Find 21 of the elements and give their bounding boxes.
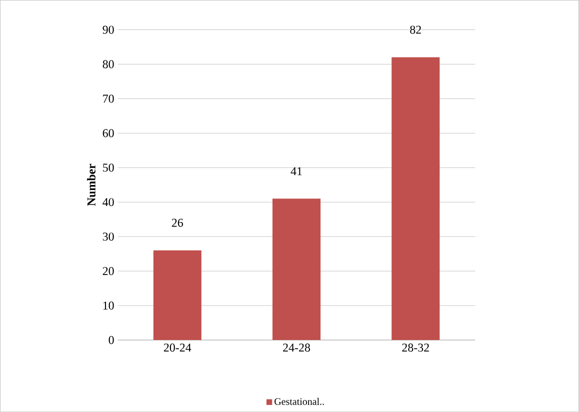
bar <box>272 198 321 340</box>
y-tick-label: 60 <box>102 129 114 138</box>
bar <box>392 57 440 340</box>
x-tick-label: 28-32 <box>402 344 429 352</box>
data-label: 82 <box>410 26 421 34</box>
y-tick-label: 70 <box>103 94 114 103</box>
x-tick-label: 20-24 <box>164 344 192 352</box>
x-tick-label: 24-28 <box>283 344 310 352</box>
y-tick-label: 30 <box>102 232 114 241</box>
y-tick-label: 50 <box>103 164 114 172</box>
y-tick-label: 90 <box>102 26 114 34</box>
data-label: 41 <box>290 167 302 176</box>
legend-label: Gestational.. <box>274 398 324 406</box>
y-tick-label: 20 <box>102 267 114 276</box>
y-tick-label: 80 <box>102 60 114 68</box>
y-tick-label: 0 <box>108 336 114 344</box>
data-label: 26 <box>172 218 184 227</box>
bar <box>153 250 202 340</box>
y-tick-label: 40 <box>102 198 114 206</box>
y-tick-label: 10 <box>103 302 114 310</box>
y-axis-title: Number <box>87 164 96 206</box>
